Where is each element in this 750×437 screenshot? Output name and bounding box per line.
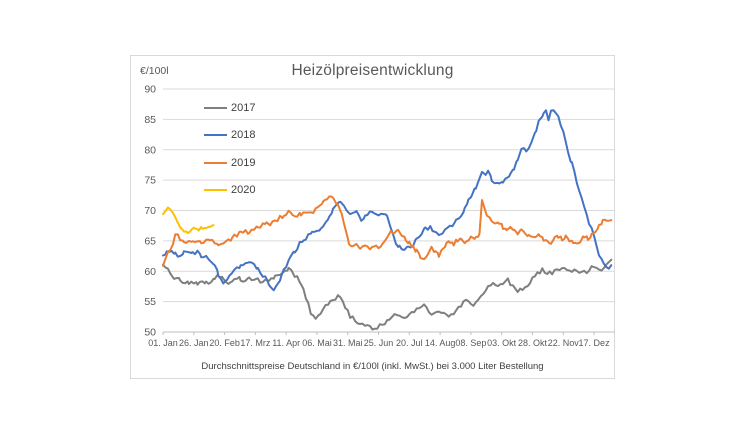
x-axis-label: 22. Nov xyxy=(548,338,580,348)
series-line-2018 xyxy=(162,109,613,292)
x-axis-label: 17. Dez xyxy=(579,338,611,348)
legend-swatch-2020 xyxy=(204,189,227,192)
y-axis-label: 85 xyxy=(144,114,156,126)
chart-legend: 2017 2018 2019 2020 xyxy=(204,94,255,204)
legend-label: 2019 xyxy=(231,156,256,169)
chart-card: 50 55 60 65 70 75 80 85 90 01. Jan 26. Jan 20. Feb 1… xyxy=(130,55,615,379)
legend-item-2018: 2018 xyxy=(204,122,255,150)
legend-item-2019: 2019 xyxy=(204,149,255,177)
x-axis-label: 03. Okt xyxy=(487,338,517,348)
legend-label: 2017 xyxy=(231,101,256,114)
legend-label: 2020 xyxy=(231,184,256,197)
y-axis-label: 60 xyxy=(144,266,156,278)
x-axis-label: 31. Mai xyxy=(333,338,363,348)
chart-caption: Durchschnittspreise Deutschland in €/100… xyxy=(201,361,544,372)
x-axis-label: 08. Sep xyxy=(455,338,486,348)
y-axis-label: 90 xyxy=(144,84,156,96)
y-axis-label: 50 xyxy=(144,327,156,339)
legend-item-2020: 2020 xyxy=(204,177,255,205)
chart-title: Heizölpreisentwicklung xyxy=(291,62,454,79)
series-line-2020 xyxy=(162,206,215,235)
y-axis-unit-label: €/100l xyxy=(140,65,169,77)
legend-label: 2018 xyxy=(231,129,256,142)
x-axis-label: 28. Okt xyxy=(518,338,548,348)
y-axis-label: 55 xyxy=(144,296,156,308)
x-axis-label: 20. Jul xyxy=(396,338,423,348)
y-axis-label: 80 xyxy=(144,144,156,156)
y-axis-label: 75 xyxy=(144,175,156,187)
x-axis-label: 06. Mai xyxy=(302,338,332,348)
y-axis-label: 70 xyxy=(144,205,156,217)
x-axis-label: 25. Jun xyxy=(364,338,394,348)
legend-swatch-2018 xyxy=(204,134,227,137)
series-line-2017 xyxy=(162,258,613,331)
y-axis-label: 65 xyxy=(144,235,156,247)
x-axis-label: 26. Jan xyxy=(179,338,209,348)
x-axis-label: 17. Mrz xyxy=(240,338,271,348)
series-line-2019 xyxy=(162,195,613,267)
x-axis-label: 01. Jan xyxy=(148,338,178,348)
x-axis-label: 11. Apr xyxy=(272,338,300,348)
legend-swatch-2019 xyxy=(204,161,227,164)
legend-swatch-2017 xyxy=(204,106,227,109)
legend-item-2017: 2017 xyxy=(204,94,255,122)
x-axis-label: 20. Feb xyxy=(209,338,240,348)
x-axis-label: 14. Aug xyxy=(425,338,456,348)
